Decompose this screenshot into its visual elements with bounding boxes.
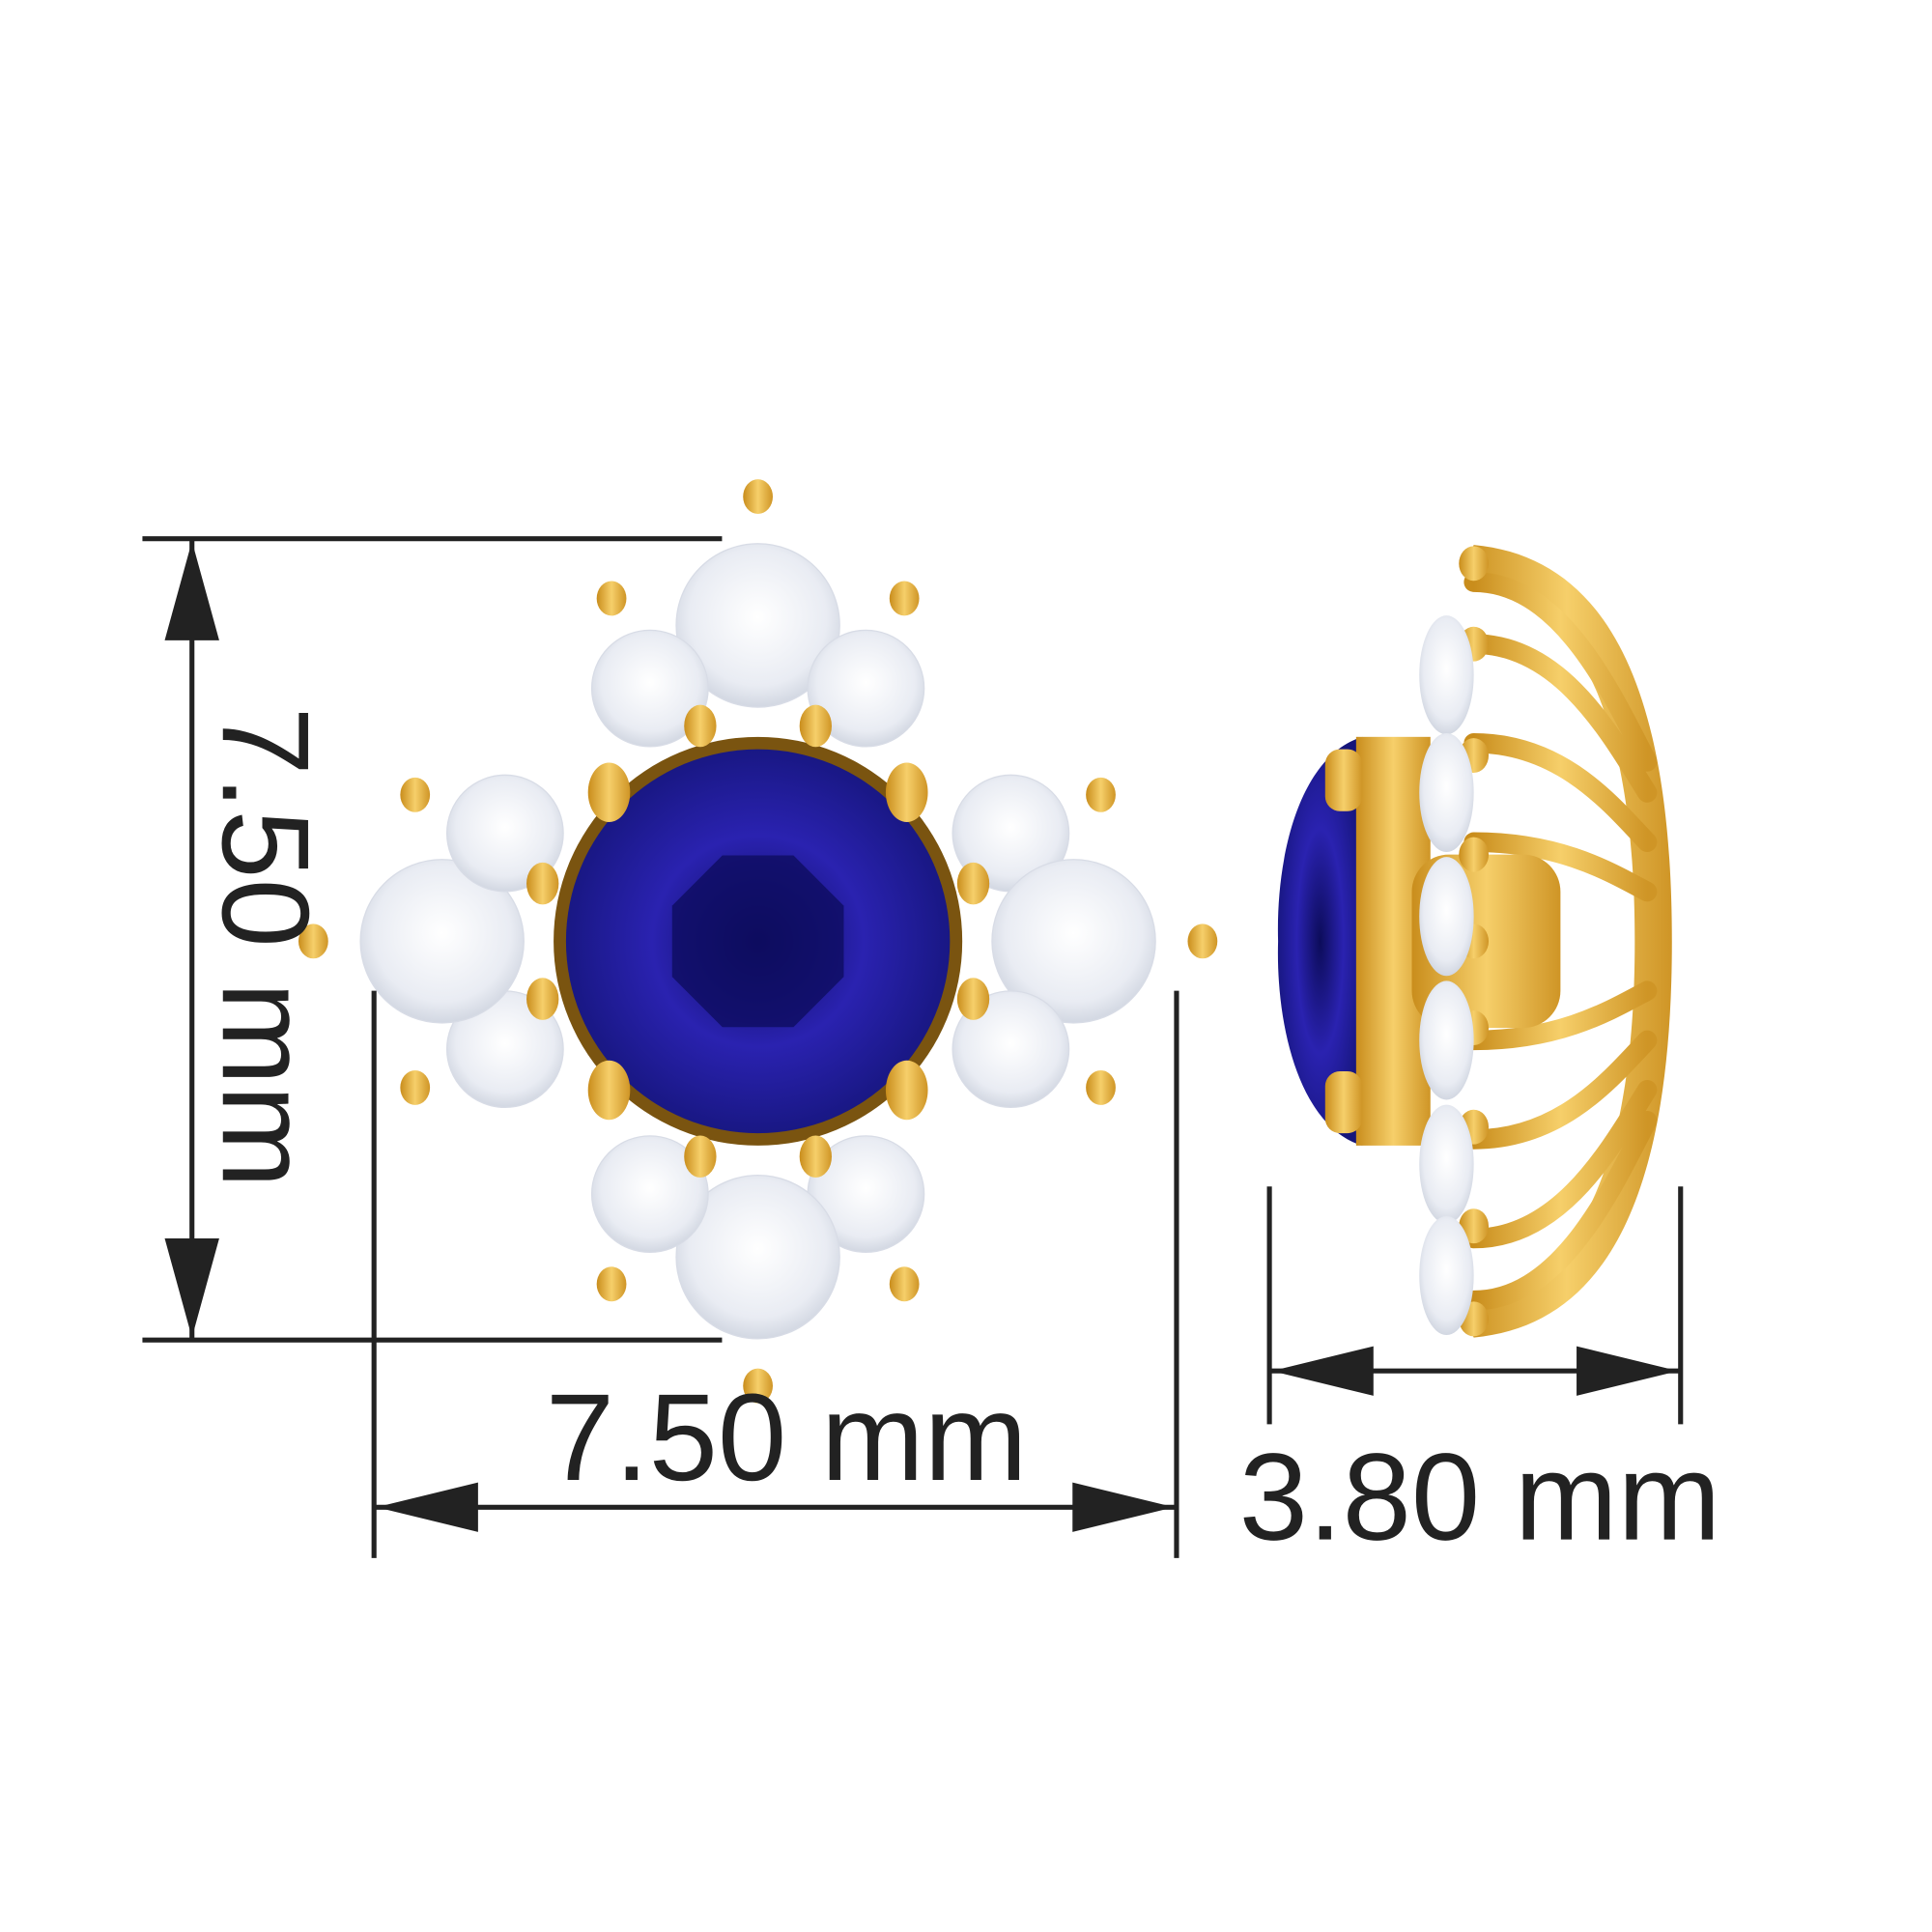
gold-prong — [743, 479, 773, 515]
diamond — [675, 1175, 840, 1340]
arrowhead-left — [1271, 1346, 1374, 1396]
diamond — [1419, 1215, 1474, 1336]
gold-prong — [1187, 923, 1218, 959]
gold-prong — [799, 704, 833, 748]
gold-prong — [889, 1266, 920, 1302]
gold-wire — [1463, 832, 1658, 902]
earring-front-view — [298, 479, 1218, 1404]
gold-prong — [400, 777, 431, 812]
diamond — [991, 859, 1156, 1024]
gold-prong — [885, 1060, 928, 1121]
gold-prong — [1086, 1069, 1116, 1105]
gold-wire — [1463, 1030, 1658, 1150]
gold-wire — [1463, 634, 1658, 803]
arrowhead-left — [376, 1482, 478, 1532]
gold-prong — [400, 1069, 431, 1105]
arrowhead-up — [164, 541, 219, 640]
gold-prong — [956, 862, 990, 905]
gold-prong — [1324, 1070, 1363, 1134]
arrowhead-right — [1577, 1346, 1679, 1396]
gold-prong — [889, 581, 920, 616]
diamond — [1419, 615, 1474, 735]
sapphire-side — [1277, 736, 1363, 1146]
diamond — [952, 990, 1070, 1109]
sapphire-table — [671, 855, 844, 1028]
gold-prong — [587, 762, 631, 823]
depth-dimension — [1266, 1186, 1684, 1425]
gold-prong — [885, 762, 928, 823]
depth-label: 3.80 mm — [1239, 1429, 1721, 1567]
gold-prong — [526, 862, 559, 905]
earring-side-view — [1277, 545, 1672, 1338]
gold-prong — [596, 1266, 627, 1302]
diamond — [445, 774, 564, 893]
gold-prong — [1459, 546, 1490, 582]
arrowhead-right — [1072, 1482, 1175, 1532]
gold-wire — [1463, 980, 1658, 1051]
diamond — [675, 543, 840, 708]
width-dimension — [371, 990, 1179, 1558]
gold-prong — [1324, 749, 1363, 811]
diamond — [590, 629, 709, 748]
diamond — [1419, 732, 1474, 853]
diamond — [1419, 857, 1474, 977]
gold-prong — [526, 978, 559, 1020]
gold-prong — [596, 581, 627, 616]
gold-prong — [956, 978, 990, 1020]
gold-prong — [587, 1060, 631, 1121]
diamond — [1419, 980, 1474, 1100]
gold-prong — [1086, 777, 1116, 812]
diamond — [1419, 1104, 1474, 1224]
width-label: 7.50 mm — [546, 1369, 1028, 1507]
diamond — [359, 859, 525, 1024]
gold-prong — [684, 704, 717, 748]
gold-prong — [684, 1135, 717, 1179]
gold-wire — [1463, 732, 1658, 853]
arrowhead-down — [164, 1238, 219, 1338]
gold-wire — [1463, 572, 1658, 772]
gold-wire — [1463, 1079, 1658, 1249]
height-dimension — [142, 536, 723, 1343]
height-label: 7.50 mm — [196, 706, 334, 1188]
gold-prong — [298, 923, 328, 959]
gold-prong — [743, 1368, 773, 1404]
gold-prong — [1459, 837, 1490, 872]
gold-wire — [1463, 1111, 1658, 1311]
diamond — [807, 629, 925, 748]
diamond — [590, 1135, 709, 1254]
gold-prong — [1459, 1208, 1490, 1244]
gold-prong — [799, 1135, 833, 1179]
